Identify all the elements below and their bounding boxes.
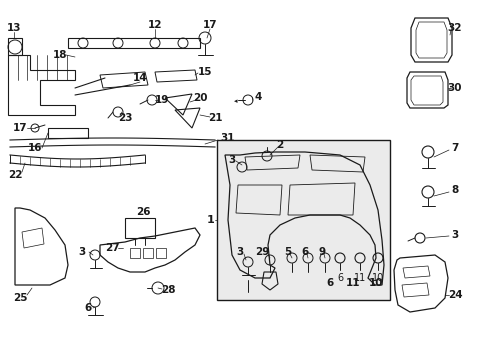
Text: 1: 1 <box>207 215 214 225</box>
Text: 21: 21 <box>207 113 222 123</box>
Text: 10: 10 <box>368 278 383 288</box>
Text: 13: 13 <box>7 23 21 33</box>
Text: 17: 17 <box>202 20 217 30</box>
Text: 3: 3 <box>78 247 85 257</box>
Text: 17: 17 <box>13 123 27 133</box>
Text: 7: 7 <box>450 143 458 153</box>
Text: 6: 6 <box>84 303 91 313</box>
Text: 6: 6 <box>336 273 343 283</box>
Text: 6: 6 <box>301 247 308 257</box>
Text: 3: 3 <box>450 230 458 240</box>
Text: 31: 31 <box>220 133 235 143</box>
Text: 11: 11 <box>345 278 360 288</box>
Text: 28: 28 <box>161 285 175 295</box>
Text: 11: 11 <box>353 273 366 283</box>
Text: 19: 19 <box>155 95 169 105</box>
Text: 29: 29 <box>254 247 268 257</box>
Text: 30: 30 <box>447 83 461 93</box>
Text: 16: 16 <box>28 143 42 153</box>
Text: 9: 9 <box>318 247 325 257</box>
Text: 20: 20 <box>192 93 207 103</box>
Text: 18: 18 <box>53 50 67 60</box>
Text: 4: 4 <box>254 92 261 102</box>
Text: 24: 24 <box>447 290 461 300</box>
Text: 12: 12 <box>147 20 162 30</box>
Text: 32: 32 <box>447 23 461 33</box>
Text: ◂: ◂ <box>234 98 237 104</box>
Text: 6: 6 <box>325 278 333 288</box>
Text: 14: 14 <box>132 73 147 83</box>
Text: 26: 26 <box>136 207 150 217</box>
Text: 23: 23 <box>118 113 132 123</box>
Text: 3: 3 <box>236 247 243 257</box>
Text: 10: 10 <box>371 273 384 283</box>
Polygon shape <box>217 140 389 300</box>
Text: 25: 25 <box>13 293 27 303</box>
Text: 22: 22 <box>8 170 22 180</box>
Text: 8: 8 <box>450 185 458 195</box>
Text: 2: 2 <box>276 140 283 150</box>
Text: 27: 27 <box>104 243 119 253</box>
Text: 15: 15 <box>197 67 212 77</box>
Text: 3: 3 <box>228 155 235 165</box>
Text: 5: 5 <box>284 247 291 257</box>
